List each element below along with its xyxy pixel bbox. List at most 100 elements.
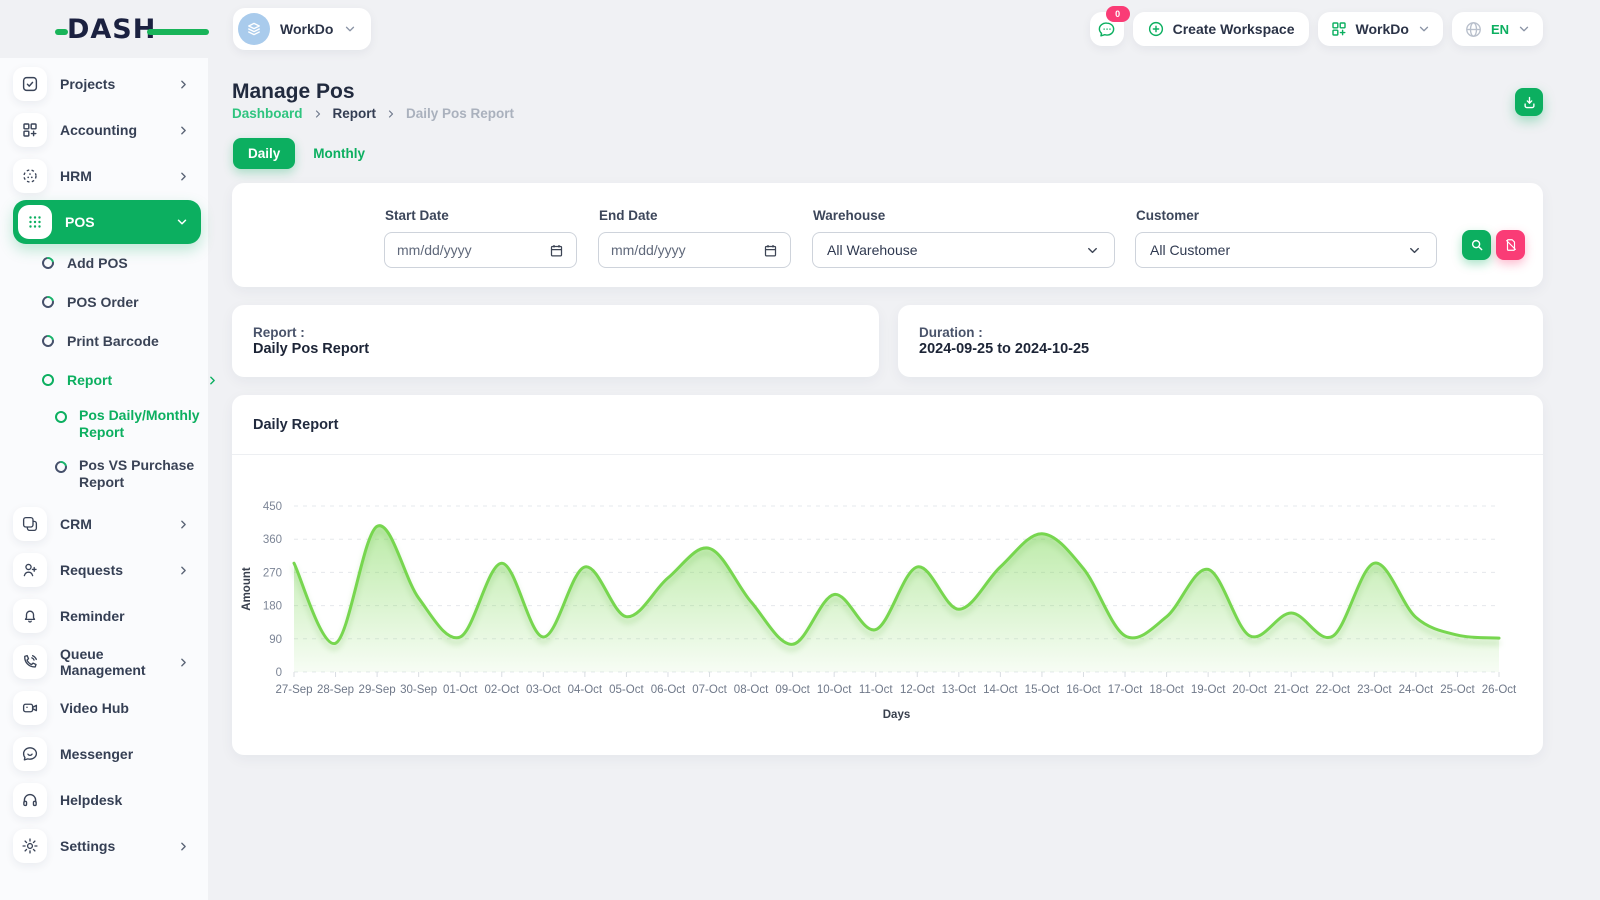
- download-report-button[interactable]: [1515, 88, 1543, 116]
- sidebar-item-pos-daily-monthly-report[interactable]: Pos Daily/Monthly Report: [13, 407, 238, 441]
- sidebar-item-label: POS Order: [67, 293, 139, 310]
- gear-icon: [13, 829, 47, 863]
- svg-text:14-Oct: 14-Oct: [983, 684, 1018, 696]
- svg-text:90: 90: [269, 634, 282, 646]
- sidebar-item-accounting[interactable]: Accounting: [13, 113, 196, 147]
- page-title: Manage Pos: [232, 80, 355, 103]
- svg-text:30-Sep: 30-Sep: [400, 684, 437, 696]
- customer-select[interactable]: All Customer: [1135, 232, 1437, 268]
- chevron-down-icon: [343, 22, 357, 36]
- sidebar-item-label: Accounting: [60, 122, 137, 138]
- globe-icon: [1466, 21, 1481, 37]
- warehouse-selected-value: All Warehouse: [827, 242, 918, 258]
- search-icon: [1471, 239, 1482, 251]
- filters-panel: Start Date mm/dd/yyyy End Date mm/dd/yyy…: [232, 183, 1543, 287]
- chevron-right-icon: [177, 840, 190, 853]
- sidebar-item-requests[interactable]: Requests: [13, 553, 196, 587]
- top-header: DASH WorkDo 0 Create Workspace WorkDo: [0, 0, 1600, 58]
- duration-summary-card: Duration : 2024-09-25 to 2024-10-25: [898, 305, 1543, 377]
- svg-text:28-Sep: 28-Sep: [317, 684, 354, 696]
- chat-smile-icon: [13, 737, 47, 771]
- plus-circle-icon: [1148, 21, 1163, 37]
- sidebar-item-label: POS: [65, 214, 95, 230]
- sidebar-item-hrm[interactable]: HRM: [13, 159, 196, 193]
- create-workspace-button[interactable]: Create Workspace: [1132, 12, 1309, 46]
- tab-daily[interactable]: Daily: [233, 138, 296, 169]
- messages-badge: 0: [1105, 6, 1130, 22]
- svg-text:180: 180: [263, 601, 282, 613]
- chevron-right-icon: [385, 108, 397, 120]
- workspace-selector[interactable]: WorkDo: [233, 8, 372, 50]
- logo-dash-right: [147, 29, 209, 35]
- customer-selected-value: All Customer: [1150, 242, 1231, 258]
- messages-button[interactable]: 0: [1089, 6, 1130, 46]
- svg-text:360: 360: [263, 534, 282, 546]
- end-date-label: End Date: [599, 208, 658, 223]
- warehouse-select[interactable]: All Warehouse: [812, 232, 1115, 268]
- svg-text:10-Oct: 10-Oct: [817, 684, 852, 696]
- svg-text:17-Oct: 17-Oct: [1108, 684, 1143, 696]
- svg-text:11-Oct: 11-Oct: [859, 684, 893, 696]
- report-value: Daily Pos Report: [253, 341, 370, 357]
- chevron-right-icon: [177, 564, 190, 577]
- account-menu-label: WorkDo: [1355, 21, 1409, 37]
- sidebar-item-label: Queue Management: [60, 646, 146, 678]
- start-date-input[interactable]: mm/dd/yyyy: [384, 232, 577, 268]
- sidebar-item-pos-order[interactable]: POS Order: [13, 290, 225, 314]
- sidebar-item-video-hub[interactable]: Video Hub: [13, 691, 196, 725]
- reset-filter-button[interactable]: [1496, 230, 1525, 260]
- language-selector[interactable]: EN: [1451, 12, 1543, 46]
- svg-text:05-Oct: 05-Oct: [609, 684, 644, 696]
- chevron-down-icon: [175, 215, 189, 229]
- app-logo[interactable]: DASH: [55, 14, 209, 46]
- ring-icon: [52, 458, 70, 476]
- sidebar-item-label: Pos VS Purchase Report: [79, 457, 195, 490]
- apply-filter-button[interactable]: [1462, 230, 1491, 260]
- end-date-input[interactable]: mm/dd/yyyy: [598, 232, 791, 268]
- breadcrumb-dashboard-link[interactable]: Dashboard: [232, 106, 303, 121]
- ring-icon: [52, 408, 70, 426]
- logo-text: DASH: [67, 14, 157, 45]
- svg-text:07-Oct: 07-Oct: [692, 684, 727, 696]
- sidebar-item-helpdesk[interactable]: Helpdesk: [13, 783, 196, 817]
- breadcrumb-report[interactable]: Report: [332, 106, 377, 121]
- sidebar-item-report[interactable]: Report: [13, 368, 225, 392]
- sidebar-item-add-pos[interactable]: Add POS: [13, 251, 225, 275]
- daily-report-area-chart: 0 90 180 270 360 450 27-Sep 28-Sep 29-Sep 30-Sep 0…: [241, 501, 1517, 721]
- windows-icon: [13, 507, 47, 541]
- chevron-right-icon: [312, 108, 324, 120]
- sidebar-item-pos[interactable]: POS: [13, 200, 201, 244]
- report-summary-card: Report : Daily Pos Report: [232, 305, 879, 377]
- sidebar-navigation: Projects Accounting HRM POS Add POS POS Order…: [0, 58, 215, 900]
- calendar-icon: [550, 244, 563, 256]
- svg-text:02-Oct: 02-Oct: [485, 684, 520, 696]
- sidebar-item-print-barcode[interactable]: Print Barcode: [13, 329, 225, 353]
- svg-text:15-Oct: 15-Oct: [1025, 684, 1060, 696]
- svg-text:12-Oct: 12-Oct: [900, 684, 935, 696]
- sidebar-item-reminder[interactable]: Reminder: [13, 599, 196, 633]
- svg-text:18-Oct: 18-Oct: [1149, 684, 1184, 696]
- sidebar-item-label: HRM: [60, 168, 92, 184]
- customer-label: Customer: [1136, 208, 1200, 223]
- chevron-down-icon: [1417, 22, 1431, 36]
- sidebar-item-pos-vs-purchase-report[interactable]: Pos VS Purchase Report: [13, 457, 238, 491]
- chevron-right-icon: [177, 656, 190, 669]
- svg-text:23-Oct: 23-Oct: [1357, 684, 1392, 696]
- sidebar-item-crm[interactable]: CRM: [13, 507, 196, 541]
- sidebar-item-messenger[interactable]: Messenger: [13, 737, 196, 771]
- calendar-icon: [764, 244, 777, 256]
- grid-plus-icon: [13, 113, 47, 147]
- ring-icon: [39, 371, 57, 389]
- bell-icon: [13, 599, 47, 633]
- main-content: Manage Pos Dashboard Report Daily Pos Re…: [232, 58, 1543, 900]
- logo-dash-left: [55, 29, 68, 35]
- sidebar-item-projects[interactable]: Projects: [13, 67, 196, 101]
- sidebar-item-settings[interactable]: Settings: [13, 829, 196, 863]
- svg-text:Amount: Amount: [241, 567, 253, 611]
- svg-text:08-Oct: 08-Oct: [734, 684, 769, 696]
- sidebar-item-queue-management[interactable]: Queue Management: [13, 645, 196, 679]
- tab-monthly[interactable]: Monthly: [307, 138, 371, 169]
- svg-text:19-Oct: 19-Oct: [1191, 684, 1226, 696]
- account-menu[interactable]: WorkDo: [1317, 12, 1443, 46]
- sidebar-item-label: Helpdesk: [60, 792, 123, 808]
